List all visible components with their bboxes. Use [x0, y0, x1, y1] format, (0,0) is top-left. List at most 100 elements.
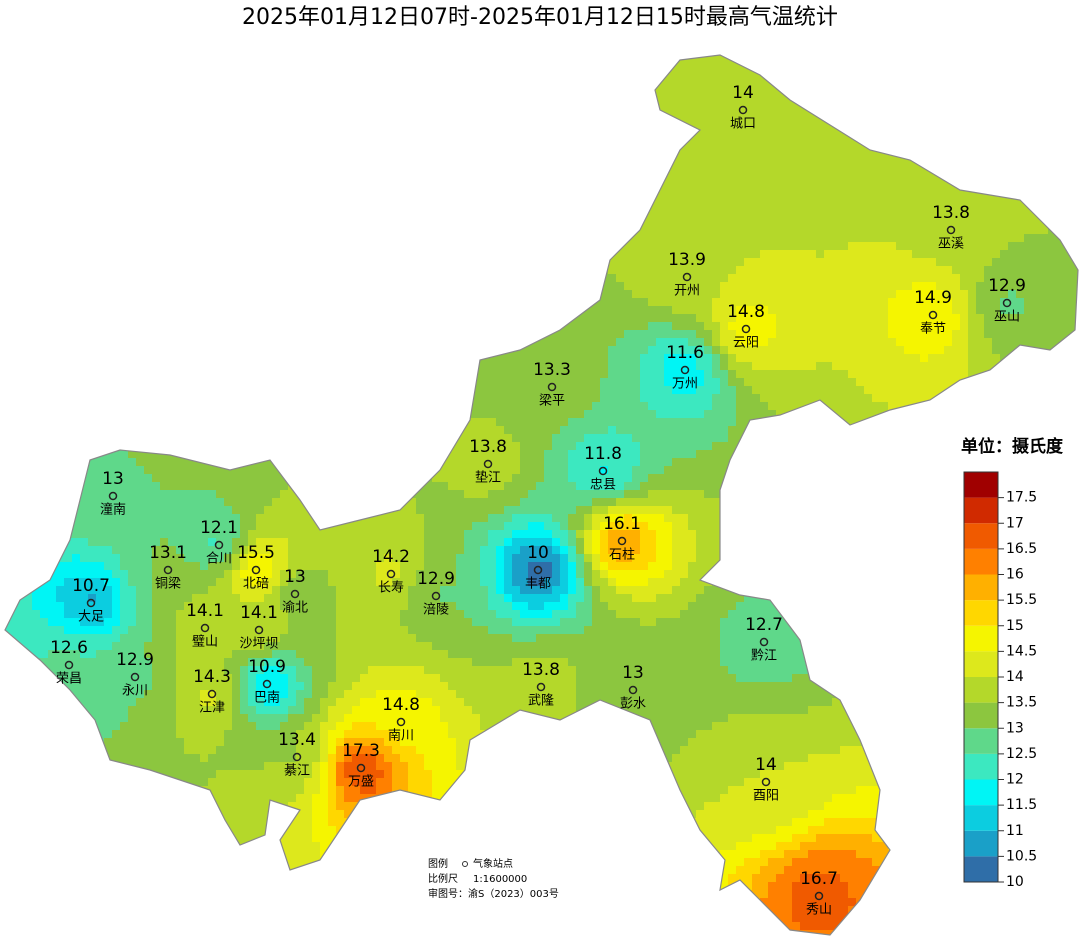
temperature-cell [880, 154, 889, 163]
temperature-cell [8, 74, 17, 83]
temperature-cell [848, 258, 857, 267]
temperature-cell [864, 98, 873, 107]
temperature-cell [96, 82, 105, 91]
temperature-cell [616, 114, 625, 123]
temperature-cell [568, 210, 577, 219]
temperature-cell [256, 114, 265, 123]
temperature-cell [808, 122, 817, 131]
temperature-cell [928, 250, 937, 259]
temperature-cell [616, 290, 625, 299]
temperature-cell [760, 154, 769, 163]
temperature-cell [8, 330, 17, 339]
temperature-cell [912, 242, 921, 251]
temperature-cell [304, 186, 313, 195]
temperature-cell [112, 250, 121, 259]
temperature-cell [192, 178, 201, 187]
temperature-cell [800, 194, 809, 203]
temperature-cell [40, 170, 49, 179]
temperature-cell [96, 74, 105, 83]
temperature-cell [552, 162, 561, 171]
temperature-cell [1024, 58, 1033, 67]
temperature-cell [800, 314, 809, 323]
temperature-cell [880, 162, 889, 171]
temperature-cell [960, 266, 969, 275]
temperature-cell [16, 282, 25, 291]
temperature-cell [888, 298, 897, 307]
temperature-cell [400, 338, 409, 347]
temperature-cell [616, 338, 625, 347]
temperature-cell [696, 250, 705, 259]
temperature-cell [80, 154, 89, 163]
temperature-cell [264, 258, 273, 267]
temperature-cell [504, 226, 513, 235]
temperature-cell [1032, 338, 1041, 347]
temperature-cell [840, 330, 849, 339]
temperature-cell [880, 234, 889, 243]
temperature-cell [528, 58, 537, 67]
temperature-cell [904, 266, 913, 275]
temperature-cell [1024, 202, 1033, 211]
temperature-cell [312, 90, 321, 99]
temperature-cell [456, 178, 465, 187]
temperature-cell [656, 170, 665, 179]
temperature-cell [720, 218, 729, 227]
temperature-cell [296, 55, 305, 59]
temperature-cell [704, 218, 713, 227]
temperature-cell [840, 194, 849, 203]
temperature-cell [880, 66, 889, 75]
temperature-cell [960, 314, 969, 323]
temperature-cell [256, 314, 265, 323]
temperature-cell [392, 82, 401, 91]
temperature-cell [1024, 170, 1033, 179]
temperature-cell [40, 282, 49, 291]
temperature-cell [448, 274, 457, 283]
temperature-cell [800, 266, 809, 275]
temperature-cell [520, 138, 529, 147]
temperature-cell [552, 314, 561, 323]
temperature-cell [1032, 234, 1041, 243]
temperature-cell [504, 82, 513, 91]
temperature-cell [320, 298, 329, 307]
temperature-cell [56, 322, 65, 331]
temperature-cell [864, 322, 873, 331]
temperature-cell [968, 202, 977, 211]
temperature-cell [472, 322, 481, 331]
temperature-cell [560, 146, 569, 155]
temperature-cell [1072, 162, 1078, 171]
temperature-cell [248, 170, 257, 179]
temperature-cell [336, 290, 345, 299]
temperature-cell [88, 210, 97, 219]
temperature-cell [992, 106, 1001, 115]
temperature-cell [608, 210, 617, 219]
temperature-cell [88, 226, 97, 235]
temperature-cell [1056, 162, 1065, 171]
temperature-cell [960, 210, 969, 219]
temperature-cell [1064, 82, 1073, 91]
temperature-cell [8, 55, 17, 59]
temperature-cell [824, 194, 833, 203]
temperature-cell [384, 282, 393, 291]
temperature-cell [728, 146, 737, 155]
temperature-cell [656, 274, 665, 283]
temperature-cell [376, 314, 385, 323]
temperature-cell [200, 186, 209, 195]
temperature-cell [352, 250, 361, 259]
temperature-cell [896, 290, 905, 299]
temperature-cell [880, 138, 889, 147]
temperature-cell [864, 338, 873, 347]
temperature-cell [408, 138, 417, 147]
temperature-cell [640, 186, 649, 195]
temperature-cell [480, 55, 489, 59]
temperature-cell [248, 55, 257, 59]
temperature-cell [1072, 178, 1078, 187]
temperature-cell [944, 74, 953, 83]
temperature-cell [752, 55, 761, 59]
temperature-cell [1016, 162, 1025, 171]
temperature-cell [720, 242, 729, 251]
temperature-cell [1016, 266, 1025, 275]
temperature-cell [272, 90, 281, 99]
temperature-cell [464, 234, 473, 243]
temperature-cell [32, 194, 41, 203]
temperature-cell [64, 90, 73, 99]
temperature-cell [528, 122, 537, 131]
